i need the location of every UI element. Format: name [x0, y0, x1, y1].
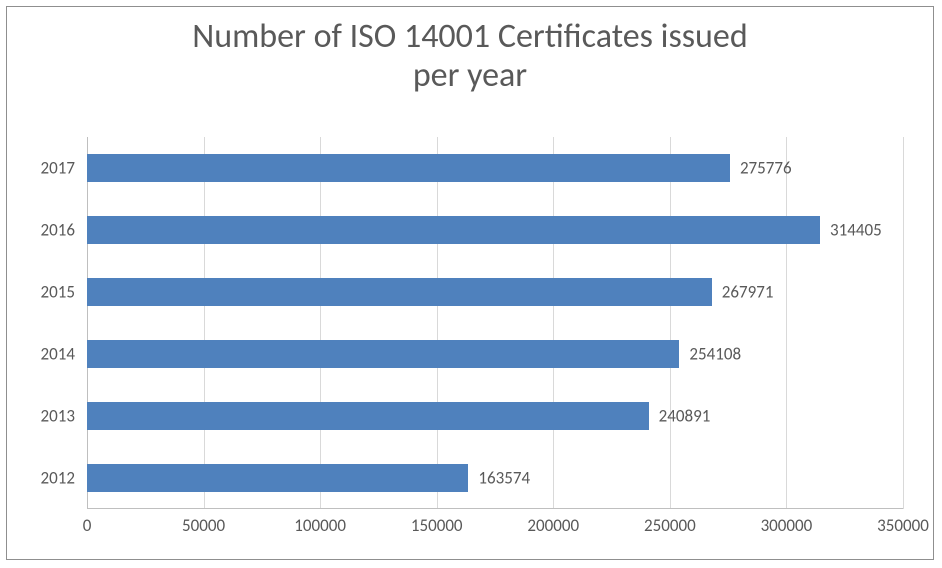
chart-title-line1: Number of ISO 14001 Certificates issued — [192, 16, 747, 57]
x-tick-label: 100000 — [294, 515, 346, 536]
bar-value-label: 254108 — [689, 344, 741, 365]
y-tick-label: 2015 — [41, 282, 75, 303]
y-tick-label: 2016 — [41, 220, 75, 241]
chart-title: Number of ISO 14001 Certificates issued … — [7, 17, 933, 95]
y-tick-label: 2017 — [41, 158, 75, 179]
x-tick-label: 50000 — [182, 515, 225, 536]
x-tick-label: 150000 — [411, 515, 463, 536]
x-tick-label: 0 — [83, 515, 92, 536]
x-tick-label: 300000 — [761, 515, 813, 536]
x-tick-label: 350000 — [877, 515, 929, 536]
bar-value-label: 240891 — [659, 406, 711, 427]
y-tick-label: 2014 — [41, 344, 75, 365]
x-tick-label: 200000 — [527, 515, 579, 536]
y-tick-label: 2012 — [41, 468, 75, 489]
plot-area: 163574240891254108267971314405275776 050… — [87, 137, 903, 509]
bar-value-label: 275776 — [740, 158, 792, 179]
y-tick-label: 2013 — [41, 406, 75, 427]
x-tick-label: 250000 — [644, 515, 696, 536]
chart-frame: Number of ISO 14001 Certificates issued … — [6, 6, 934, 560]
bar-value-label: 314405 — [830, 220, 882, 241]
gridline — [903, 137, 904, 509]
bar-value-label: 267971 — [722, 282, 774, 303]
bar-labels: 163574 240891 254108 267971 314405 275776 — [87, 137, 903, 509]
chart-title-line2: per year — [413, 55, 527, 96]
bar-value-label: 163574 — [478, 468, 530, 489]
